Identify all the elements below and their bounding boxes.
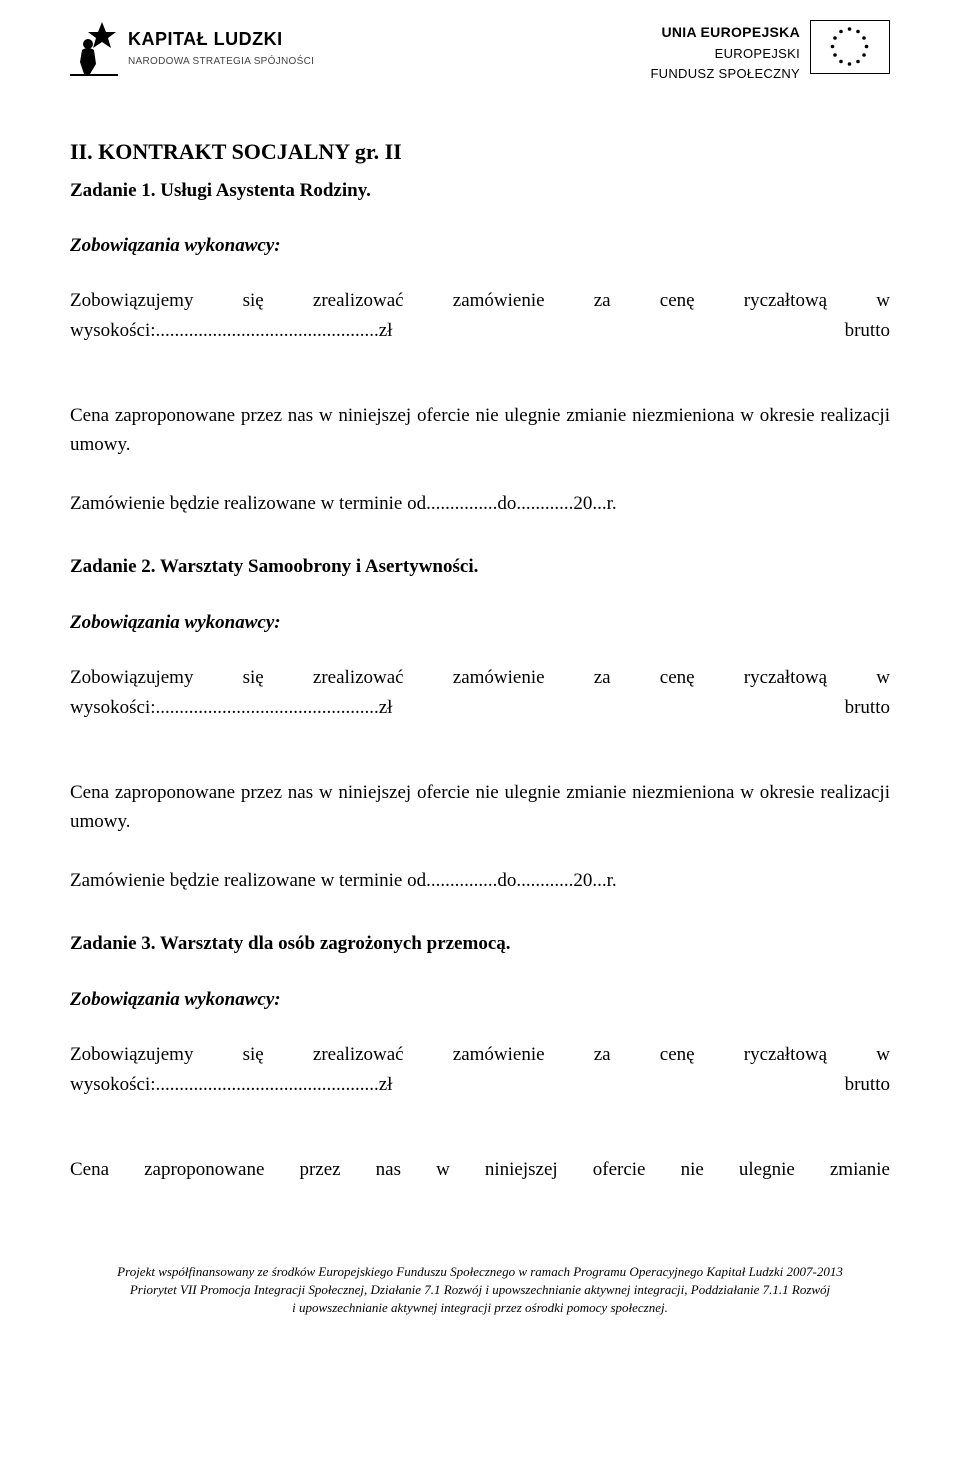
section-title: II. KONTRAKT SOCJALNY gr. II — [70, 135, 890, 169]
logo-kapital-ludzki: KAPITAŁ LUDZKI NARODOWA STRATEGIA SPÓJNO… — [70, 20, 314, 85]
logo-eu: UNIA EUROPEJSKA EUROPEJSKI FUNDUSZ SPOŁE… — [650, 20, 890, 84]
task-3-title: Zadanie 3. Warsztaty dla osób zagrożonyc… — [70, 929, 890, 958]
logo-sub-text: NARODOWA STRATEGIA SPÓJNOŚCI — [128, 54, 314, 70]
footer-line-2: Priorytet VII Promocja Integracji Społec… — [70, 1281, 890, 1299]
eu-text-3: FUNDUSZ SPOŁECZNY — [650, 64, 800, 84]
obligation-label-1: Zobowiązania wykonawcy: — [70, 231, 890, 260]
task-3-p1: Zobowiązujemy się zrealizować zamówienie… — [70, 1040, 890, 1128]
eu-text-1: UNIA EUROPEJSKA — [661, 22, 800, 44]
task-2-p1: Zobowiązujemy się zrealizować zamówienie… — [70, 663, 890, 751]
eu-text-2: EUROPEJSKI — [715, 44, 800, 64]
task-3-p2: Cena zaproponowane przez nas w niniejsze… — [70, 1155, 890, 1214]
task-1-title: Zadanie 1. Usługi Asystenta Rodziny. — [70, 176, 890, 205]
footer: Projekt współfinansowany ze środków Euro… — [70, 1263, 890, 1316]
task-2-p3: Zamówienie będzie realizowane w terminie… — [70, 866, 890, 895]
task-1-p3: Zamówienie będzie realizowane w terminie… — [70, 489, 890, 518]
task-2-p2: Cena zaproponowane przez nas w niniejsze… — [70, 778, 890, 866]
logo-main-text: KAPITAŁ LUDZKI — [128, 26, 314, 54]
obligation-label-3: Zobowiązania wykonawcy: — [70, 985, 890, 1014]
task-2-title: Zadanie 2. Warsztaty Samoobrony i Aserty… — [70, 552, 890, 581]
kapital-ludzki-icon — [70, 20, 118, 85]
task-1-p2: Cena zaproponowane przez nas w niniejsze… — [70, 401, 890, 489]
obligation-label-2: Zobowiązania wykonawcy: — [70, 608, 890, 637]
footer-line-3: i upowszechnianie aktywnej integracji pr… — [70, 1299, 890, 1317]
footer-line-1: Projekt współfinansowany ze środków Euro… — [70, 1263, 890, 1281]
task-1-p1: Zobowiązujemy się zrealizować zamówienie… — [70, 286, 890, 374]
header-logos: KAPITAŁ LUDZKI NARODOWA STRATEGIA SPÓJNO… — [70, 20, 890, 85]
eu-flag-icon — [810, 20, 890, 74]
